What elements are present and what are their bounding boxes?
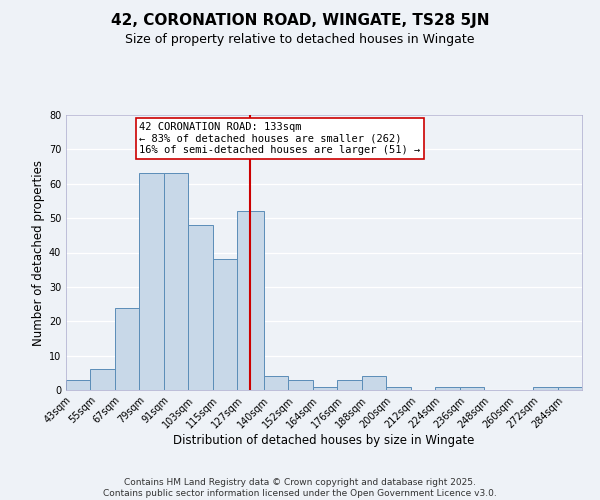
Bar: [313, 386, 337, 390]
Bar: [213, 260, 238, 390]
Bar: [362, 376, 386, 390]
X-axis label: Distribution of detached houses by size in Wingate: Distribution of detached houses by size …: [173, 434, 475, 447]
Bar: [188, 225, 213, 390]
Bar: [115, 308, 139, 390]
Bar: [289, 380, 313, 390]
Y-axis label: Number of detached properties: Number of detached properties: [32, 160, 44, 346]
Bar: [139, 174, 164, 390]
Bar: [66, 380, 91, 390]
Bar: [337, 380, 362, 390]
Bar: [435, 386, 460, 390]
Bar: [557, 386, 582, 390]
Bar: [386, 386, 410, 390]
Text: Contains HM Land Registry data © Crown copyright and database right 2025.
Contai: Contains HM Land Registry data © Crown c…: [103, 478, 497, 498]
Bar: [164, 174, 188, 390]
Bar: [91, 370, 115, 390]
Text: Size of property relative to detached houses in Wingate: Size of property relative to detached ho…: [125, 32, 475, 46]
Text: 42 CORONATION ROAD: 133sqm
← 83% of detached houses are smaller (262)
16% of sem: 42 CORONATION ROAD: 133sqm ← 83% of deta…: [139, 122, 421, 155]
Bar: [264, 376, 289, 390]
Bar: [460, 386, 484, 390]
Text: 42, CORONATION ROAD, WINGATE, TS28 5JN: 42, CORONATION ROAD, WINGATE, TS28 5JN: [111, 12, 489, 28]
Bar: [238, 211, 264, 390]
Bar: [533, 386, 557, 390]
